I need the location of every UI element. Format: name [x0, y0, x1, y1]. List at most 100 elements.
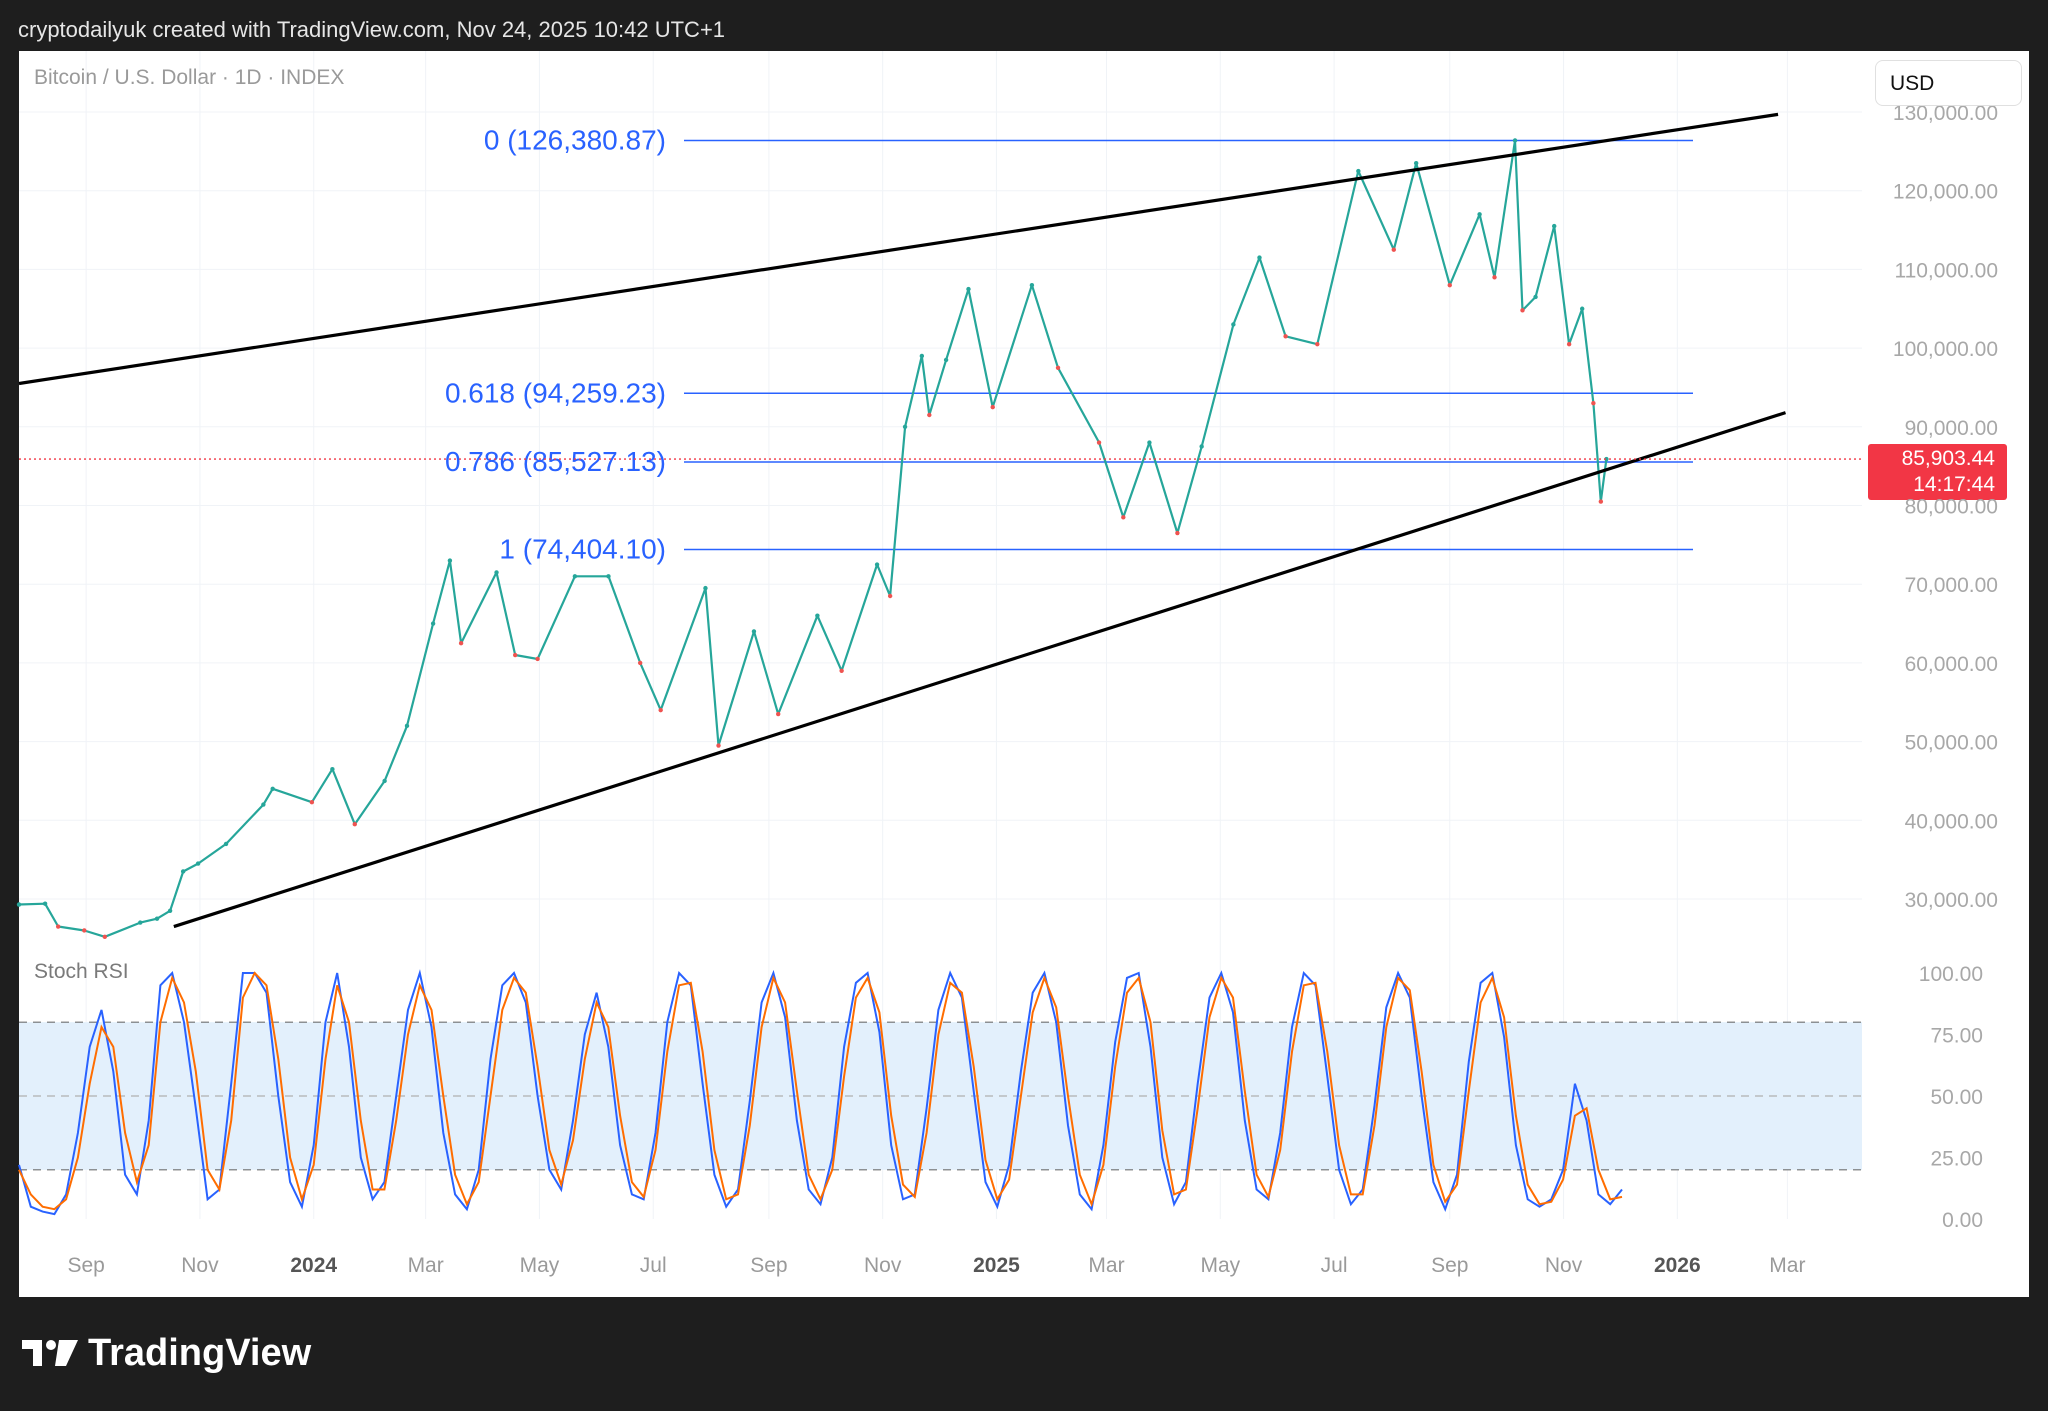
- price-point: [606, 574, 611, 579]
- tradingview-logo: TradingView: [22, 1330, 311, 1376]
- price-point: [1283, 334, 1288, 339]
- price-point: [919, 353, 925, 359]
- price-point: [1447, 282, 1452, 288]
- time-axis-label-15: Mar: [1769, 1254, 1805, 1277]
- tradingview-logo-text: TradingView: [88, 1331, 312, 1374]
- price-point: [658, 707, 663, 713]
- time-axis-label-5: Jul: [640, 1254, 667, 1277]
- price-point: [167, 908, 173, 914]
- price-point: [1029, 282, 1035, 288]
- price-point: [154, 916, 160, 921]
- fib-label-3: 1 (74,404.10): [499, 534, 666, 565]
- time-axis-label-6: Sep: [750, 1254, 787, 1277]
- price-axis-label-4: 90,000.00: [1905, 417, 1998, 440]
- tradingview-logo-icon: [22, 1340, 78, 1366]
- price-point: [1579, 306, 1585, 311]
- price-point: [16, 902, 22, 907]
- price-point: [512, 652, 518, 658]
- price-point: [261, 802, 266, 807]
- price-point: [776, 711, 781, 717]
- price-point: [815, 613, 820, 618]
- price-point: [1477, 212, 1482, 217]
- price-point: [966, 286, 971, 292]
- price-point: [1604, 456, 1609, 462]
- price-point: [42, 901, 48, 906]
- price-point: [1055, 365, 1061, 370]
- price-point: [1147, 440, 1152, 445]
- fib-label-1: 0.618 (94,259.23): [445, 377, 666, 408]
- stoch-rsi-d-line: [18, 971, 1623, 1211]
- stoch-rsi-band: [19, 1022, 1862, 1170]
- currency-button[interactable]: USD: [1875, 60, 2022, 106]
- price-point: [1175, 530, 1180, 536]
- stoch-rsi-axis-label-4: 0.00: [1942, 1209, 1983, 1232]
- time-axis[interactable]: Sep Nov 2024 Mar May Jul Sep Nov 2025 Mar May Jul Se…: [67, 1254, 1805, 1277]
- time-axis-label-1: Nov: [181, 1254, 219, 1277]
- price-point: [102, 934, 108, 939]
- price-point: [902, 424, 908, 429]
- price-axis[interactable]: 130,000.00 120,000.00 110,000.00 100,000.00…: [1893, 102, 1998, 912]
- price-point: [703, 585, 708, 591]
- time-axis-label-2: 2024: [290, 1254, 337, 1277]
- time-axis-label-11: Jul: [1321, 1254, 1348, 1277]
- price-axis-label-1: 120,000.00: [1893, 181, 1998, 204]
- last-price-badge: [1868, 444, 2007, 501]
- price-point: [1257, 255, 1262, 260]
- chart-caption: cryptodailyuk created with TradingView.c…: [18, 17, 726, 42]
- price-point: [1096, 440, 1102, 445]
- stoch-rsi-axis-label-2: 50.00: [1930, 1086, 1983, 1109]
- price-point: [138, 920, 143, 925]
- price-series: [16, 138, 1609, 939]
- price-point: [1566, 341, 1572, 347]
- price-point: [716, 743, 721, 748]
- stoch-rsi-k-line: [18, 969, 1623, 1216]
- time-axis-label-9: Mar: [1088, 1254, 1124, 1277]
- time-axis-label-8: 2025: [973, 1254, 1020, 1277]
- time-axis-label-4: May: [520, 1254, 560, 1277]
- price-point: [309, 799, 315, 805]
- price-point: [494, 570, 499, 575]
- time-axis-label-0: Sep: [67, 1254, 104, 1277]
- time-axis-label-10: May: [1200, 1254, 1240, 1277]
- time-axis-label-12: Sep: [1431, 1254, 1468, 1277]
- fib-label-0: 0 (126,380.87): [484, 124, 666, 155]
- lower-trendline[interactable]: [173, 411, 1787, 929]
- price-point: [535, 656, 540, 662]
- time-axis-label-14: 2026: [1654, 1254, 1701, 1277]
- time-axis-label-7: Nov: [864, 1254, 902, 1277]
- price-point: [1598, 499, 1604, 504]
- price-point: [330, 766, 335, 772]
- stoch-rsi-axis-label-3: 25.00: [1930, 1148, 1983, 1171]
- time-axis-label-13: Nov: [1545, 1254, 1583, 1277]
- price-point: [195, 861, 201, 866]
- price-axis-label-9: 40,000.00: [1905, 810, 1998, 833]
- price-point: [458, 641, 464, 646]
- price-point: [352, 822, 357, 827]
- price-point: [1552, 223, 1557, 229]
- price-point: [1520, 308, 1525, 313]
- price-axis-label-5: 80,000.00: [1905, 496, 1998, 519]
- price-point: [180, 869, 186, 874]
- fibonacci-levels: 0 (126,380.87) 0.618 (94,259.23) 0.786 (85…: [445, 124, 1693, 565]
- price-point: [404, 723, 410, 729]
- price-axis-label-10: 30,000.00: [1905, 889, 1998, 912]
- price-point: [447, 558, 453, 563]
- price-point: [839, 668, 844, 673]
- stoch-rsi-axis[interactable]: 100.00 75.00 50.00 25.00 0.00: [1919, 963, 1983, 1232]
- stoch-rsi-series: [18, 969, 1623, 1216]
- price-point: [637, 660, 643, 666]
- upper-trendline[interactable]: [18, 112, 1779, 386]
- price-axis-label-7: 60,000.00: [1905, 653, 1998, 676]
- price-point: [1356, 168, 1361, 174]
- price-point: [55, 924, 61, 929]
- last-price-timer: 14:17:44: [1913, 473, 1995, 496]
- price-point: [1199, 444, 1204, 449]
- price-axis-label-6: 70,000.00: [1905, 574, 1998, 597]
- price-axis-label-0: 130,000.00: [1893, 102, 1998, 125]
- time-axis-label-3: Mar: [408, 1254, 444, 1277]
- trendlines[interactable]: [18, 112, 1787, 929]
- price-point: [1121, 515, 1126, 520]
- price-point: [1231, 322, 1236, 327]
- price-point: [572, 574, 578, 579]
